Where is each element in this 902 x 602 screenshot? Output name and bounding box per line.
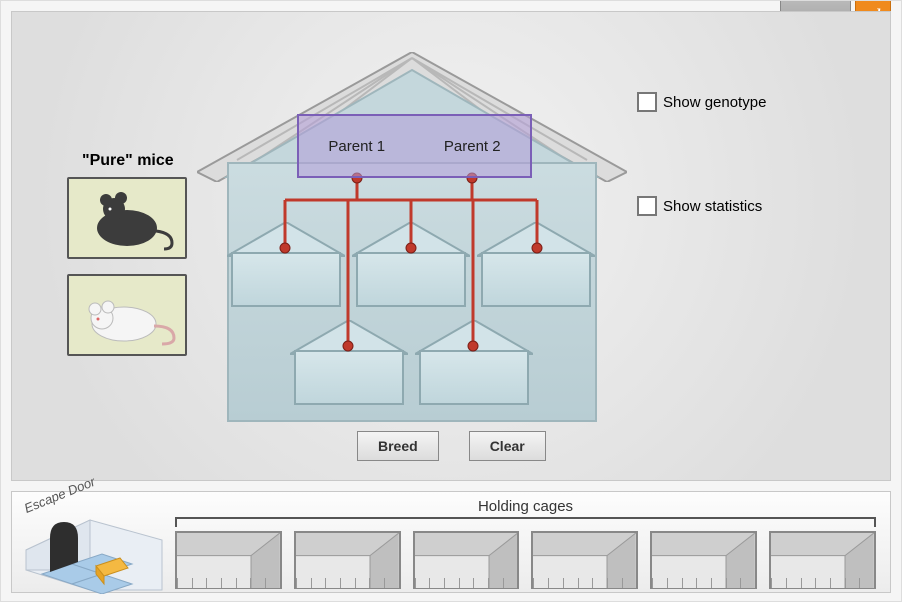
offspring-cage-3[interactable] xyxy=(477,222,595,307)
checkbox-box-icon xyxy=(637,92,657,112)
cage-ticks xyxy=(415,578,518,588)
cage-body xyxy=(419,350,529,405)
show-statistics-checkbox[interactable]: Show statistics xyxy=(637,196,766,216)
parent-zone[interactable]: Parent 1 Parent 2 xyxy=(297,114,532,178)
cage-body xyxy=(231,252,341,307)
pure-mouse-dark[interactable] xyxy=(67,177,187,259)
mouse-light-icon xyxy=(72,280,182,350)
cage-ticks xyxy=(652,578,755,588)
checkbox-box-icon xyxy=(637,196,657,216)
mouse-dark-icon xyxy=(72,183,182,253)
cage-ticks xyxy=(177,578,280,588)
parent-slot-1[interactable]: Parent 1 xyxy=(299,116,415,176)
breeding-house: Parent 1 Parent 2 xyxy=(217,52,607,422)
escape-door[interactable]: Escape Door xyxy=(12,492,167,592)
cage-body xyxy=(481,252,591,307)
main-stage: "Pure" mice xyxy=(11,11,891,481)
holding-cage[interactable] xyxy=(769,531,876,589)
pure-mouse-light[interactable] xyxy=(67,274,187,356)
offspring-cage-2[interactable] xyxy=(352,222,470,307)
holding-strip: Escape Door Holding cages xyxy=(11,491,891,593)
breed-button[interactable]: Breed xyxy=(357,431,439,461)
holding-cage[interactable] xyxy=(294,531,401,589)
cage-ticks xyxy=(533,578,636,588)
holding-cage[interactable] xyxy=(413,531,520,589)
options-panel: Show genotype Show statistics xyxy=(637,92,766,216)
holding-row xyxy=(171,531,880,589)
action-buttons: Breed Clear xyxy=(357,431,546,461)
parent-slot-2[interactable]: Parent 2 xyxy=(415,116,531,176)
holding-cage[interactable] xyxy=(175,531,282,589)
show-genotype-checkbox[interactable]: Show genotype xyxy=(637,92,766,112)
cage-body xyxy=(294,350,404,405)
clear-button[interactable]: Clear xyxy=(469,431,546,461)
offspring-cage-1[interactable] xyxy=(227,222,345,307)
pure-mice-title: "Pure" mice xyxy=(82,152,174,170)
holding-cage[interactable] xyxy=(650,531,757,589)
cage-ticks xyxy=(771,578,874,588)
cage-body xyxy=(356,252,466,307)
holding-title: Holding cages xyxy=(171,498,880,515)
offspring-cage-5[interactable] xyxy=(415,320,533,405)
offspring-cage-4[interactable] xyxy=(290,320,408,405)
show-genotype-label: Show genotype xyxy=(663,94,766,111)
cage-ticks xyxy=(296,578,399,588)
holding-cage[interactable] xyxy=(531,531,638,589)
show-statistics-label: Show statistics xyxy=(663,198,762,215)
holding-bracket-icon xyxy=(175,517,876,527)
holding-area: Holding cages xyxy=(167,492,890,592)
